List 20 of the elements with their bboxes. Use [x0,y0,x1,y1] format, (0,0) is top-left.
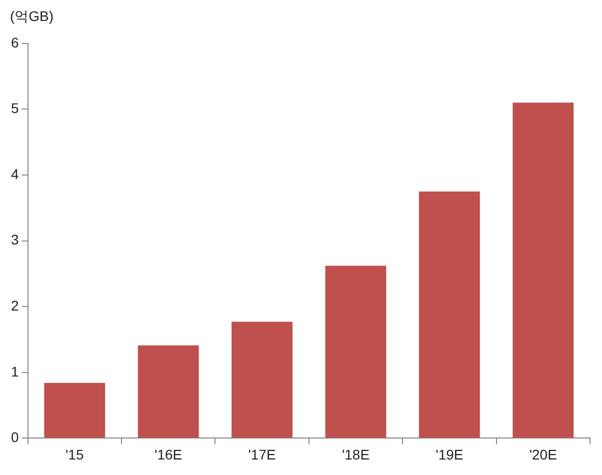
x-tick-label: '18E [342,446,370,462]
x-tick-label: '19E [436,446,464,462]
x-tick-label: '15 [66,446,84,462]
y-tick-label: 5 [10,100,19,116]
bar [44,382,106,438]
bar [138,345,199,438]
y-tick-label: 0 [10,429,19,446]
y-tick-label: 2 [10,297,19,314]
x-tick-label: '17E [248,446,276,462]
x-tick-label: '16E [154,446,182,462]
bar [512,102,574,438]
bar [418,191,480,438]
y-axis-title: (억GB) [10,8,54,26]
y-tick-label: 3 [10,232,19,248]
bar [325,266,386,438]
bar [232,322,292,438]
y-tick-label: 4 [10,166,19,182]
y-tick-label: 6 [10,34,19,50]
y-tick-label: 1 [10,363,19,380]
x-tick-label: '20E [529,446,557,462]
